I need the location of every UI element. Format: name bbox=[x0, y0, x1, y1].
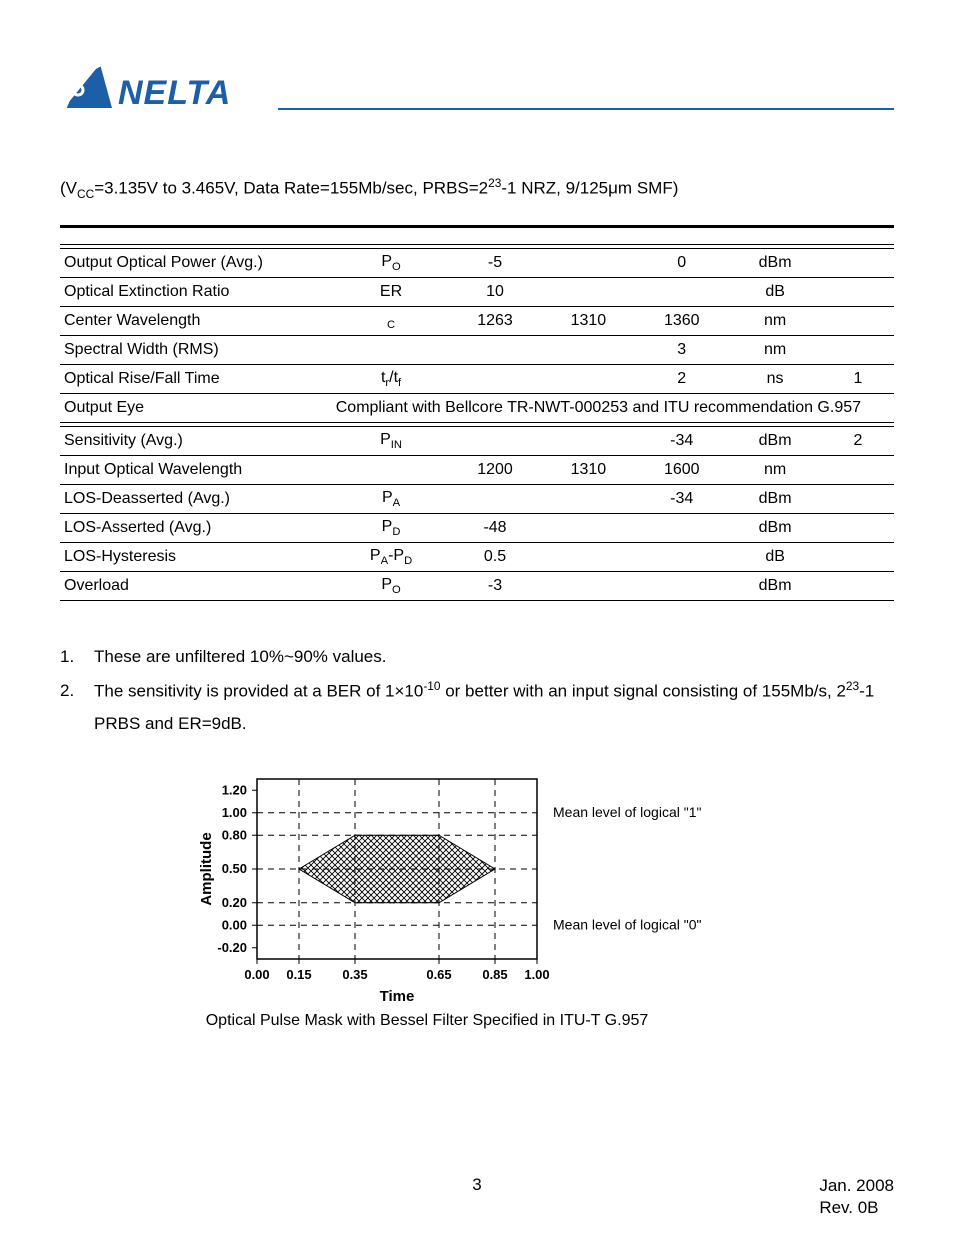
table-row: LOS-HysteresisPA-PD0.5dB bbox=[60, 543, 894, 572]
table-row: Optical Rise/Fall Timetr/tf2ns1 bbox=[60, 365, 894, 394]
table-row: LOS-Asserted (Avg.)PD-48dBm bbox=[60, 514, 894, 543]
svg-text:0.00: 0.00 bbox=[222, 917, 247, 932]
page-number: 3 bbox=[60, 1175, 894, 1195]
svg-text:0.35: 0.35 bbox=[342, 967, 367, 982]
table-row: Center WavelengthC126313101360nm bbox=[60, 307, 894, 336]
svg-text:0.15: 0.15 bbox=[286, 967, 311, 982]
footer-rev: Rev. 0B bbox=[819, 1197, 894, 1219]
svg-text:0.65: 0.65 bbox=[426, 967, 451, 982]
table-row: Input Optical Wavelength120013101600nm bbox=[60, 456, 894, 485]
table-row: Output Optical Power (Avg.)PO-50dBm bbox=[60, 249, 894, 278]
svg-text:0.80: 0.80 bbox=[222, 827, 247, 842]
svg-text:1.00: 1.00 bbox=[222, 804, 247, 819]
output-eye-row: Output Eye Compliant with Bellcore TR-NW… bbox=[60, 394, 894, 423]
svg-text:0.50: 0.50 bbox=[222, 861, 247, 876]
svg-text:0.85: 0.85 bbox=[482, 967, 507, 982]
footer-date: Jan. 2008 bbox=[819, 1175, 894, 1197]
svg-text:0.20: 0.20 bbox=[222, 894, 247, 909]
brand-wordmark: NELTA bbox=[118, 74, 231, 112]
svg-text:Mean level of logical "1": Mean level of logical "1" bbox=[553, 803, 701, 819]
specs-table: Output Optical Power (Avg.)PO-50dBmOptic… bbox=[60, 225, 894, 601]
page-footer: 3 Jan. 2008 Rev. 0B bbox=[60, 1175, 894, 1195]
page-header: NELTA bbox=[60, 60, 894, 116]
table-row: Spectral Width (RMS)3nm bbox=[60, 336, 894, 365]
brand-logo: NELTA bbox=[60, 60, 270, 116]
table-row: LOS-Deasserted (Avg.)PA-34dBm bbox=[60, 485, 894, 514]
svg-text:Mean level of logical "0": Mean level of logical "0" bbox=[553, 916, 701, 932]
svg-text:1.20: 1.20 bbox=[222, 782, 247, 797]
footnotes: 1.These are unfiltered 10%~90% values.2.… bbox=[60, 641, 894, 741]
svg-text:0.00: 0.00 bbox=[244, 967, 269, 982]
svg-text:Amplitude: Amplitude bbox=[198, 832, 215, 905]
eye-mask-figure: 1.20 1.00 0.80 0.50 0.20 0.00 -0.20 0.00 0.15 0.3… bbox=[60, 769, 894, 1049]
table-row: Optical Extinction RatioER10dB bbox=[60, 278, 894, 307]
svg-text:1.00: 1.00 bbox=[524, 967, 549, 982]
svg-text:Optical Pulse Mask with Bessel: Optical Pulse Mask with Bessel Filter Sp… bbox=[206, 1012, 649, 1029]
svg-text:-0.20: -0.20 bbox=[217, 939, 247, 954]
svg-text:Time: Time bbox=[380, 988, 415, 1005]
eye-mask-plot: 1.20 1.00 0.80 0.50 0.20 0.00 -0.20 0.00 0.15 0.3… bbox=[197, 769, 757, 1049]
test-conditions: (VCC=3.135V to 3.465V, Data Rate=155Mb/s… bbox=[60, 176, 894, 201]
table-row: Sensitivity (Avg.)PIN-34dBm2 bbox=[60, 427, 894, 456]
header-rule bbox=[278, 108, 894, 110]
table-row: OverloadPO-3dBm bbox=[60, 572, 894, 601]
